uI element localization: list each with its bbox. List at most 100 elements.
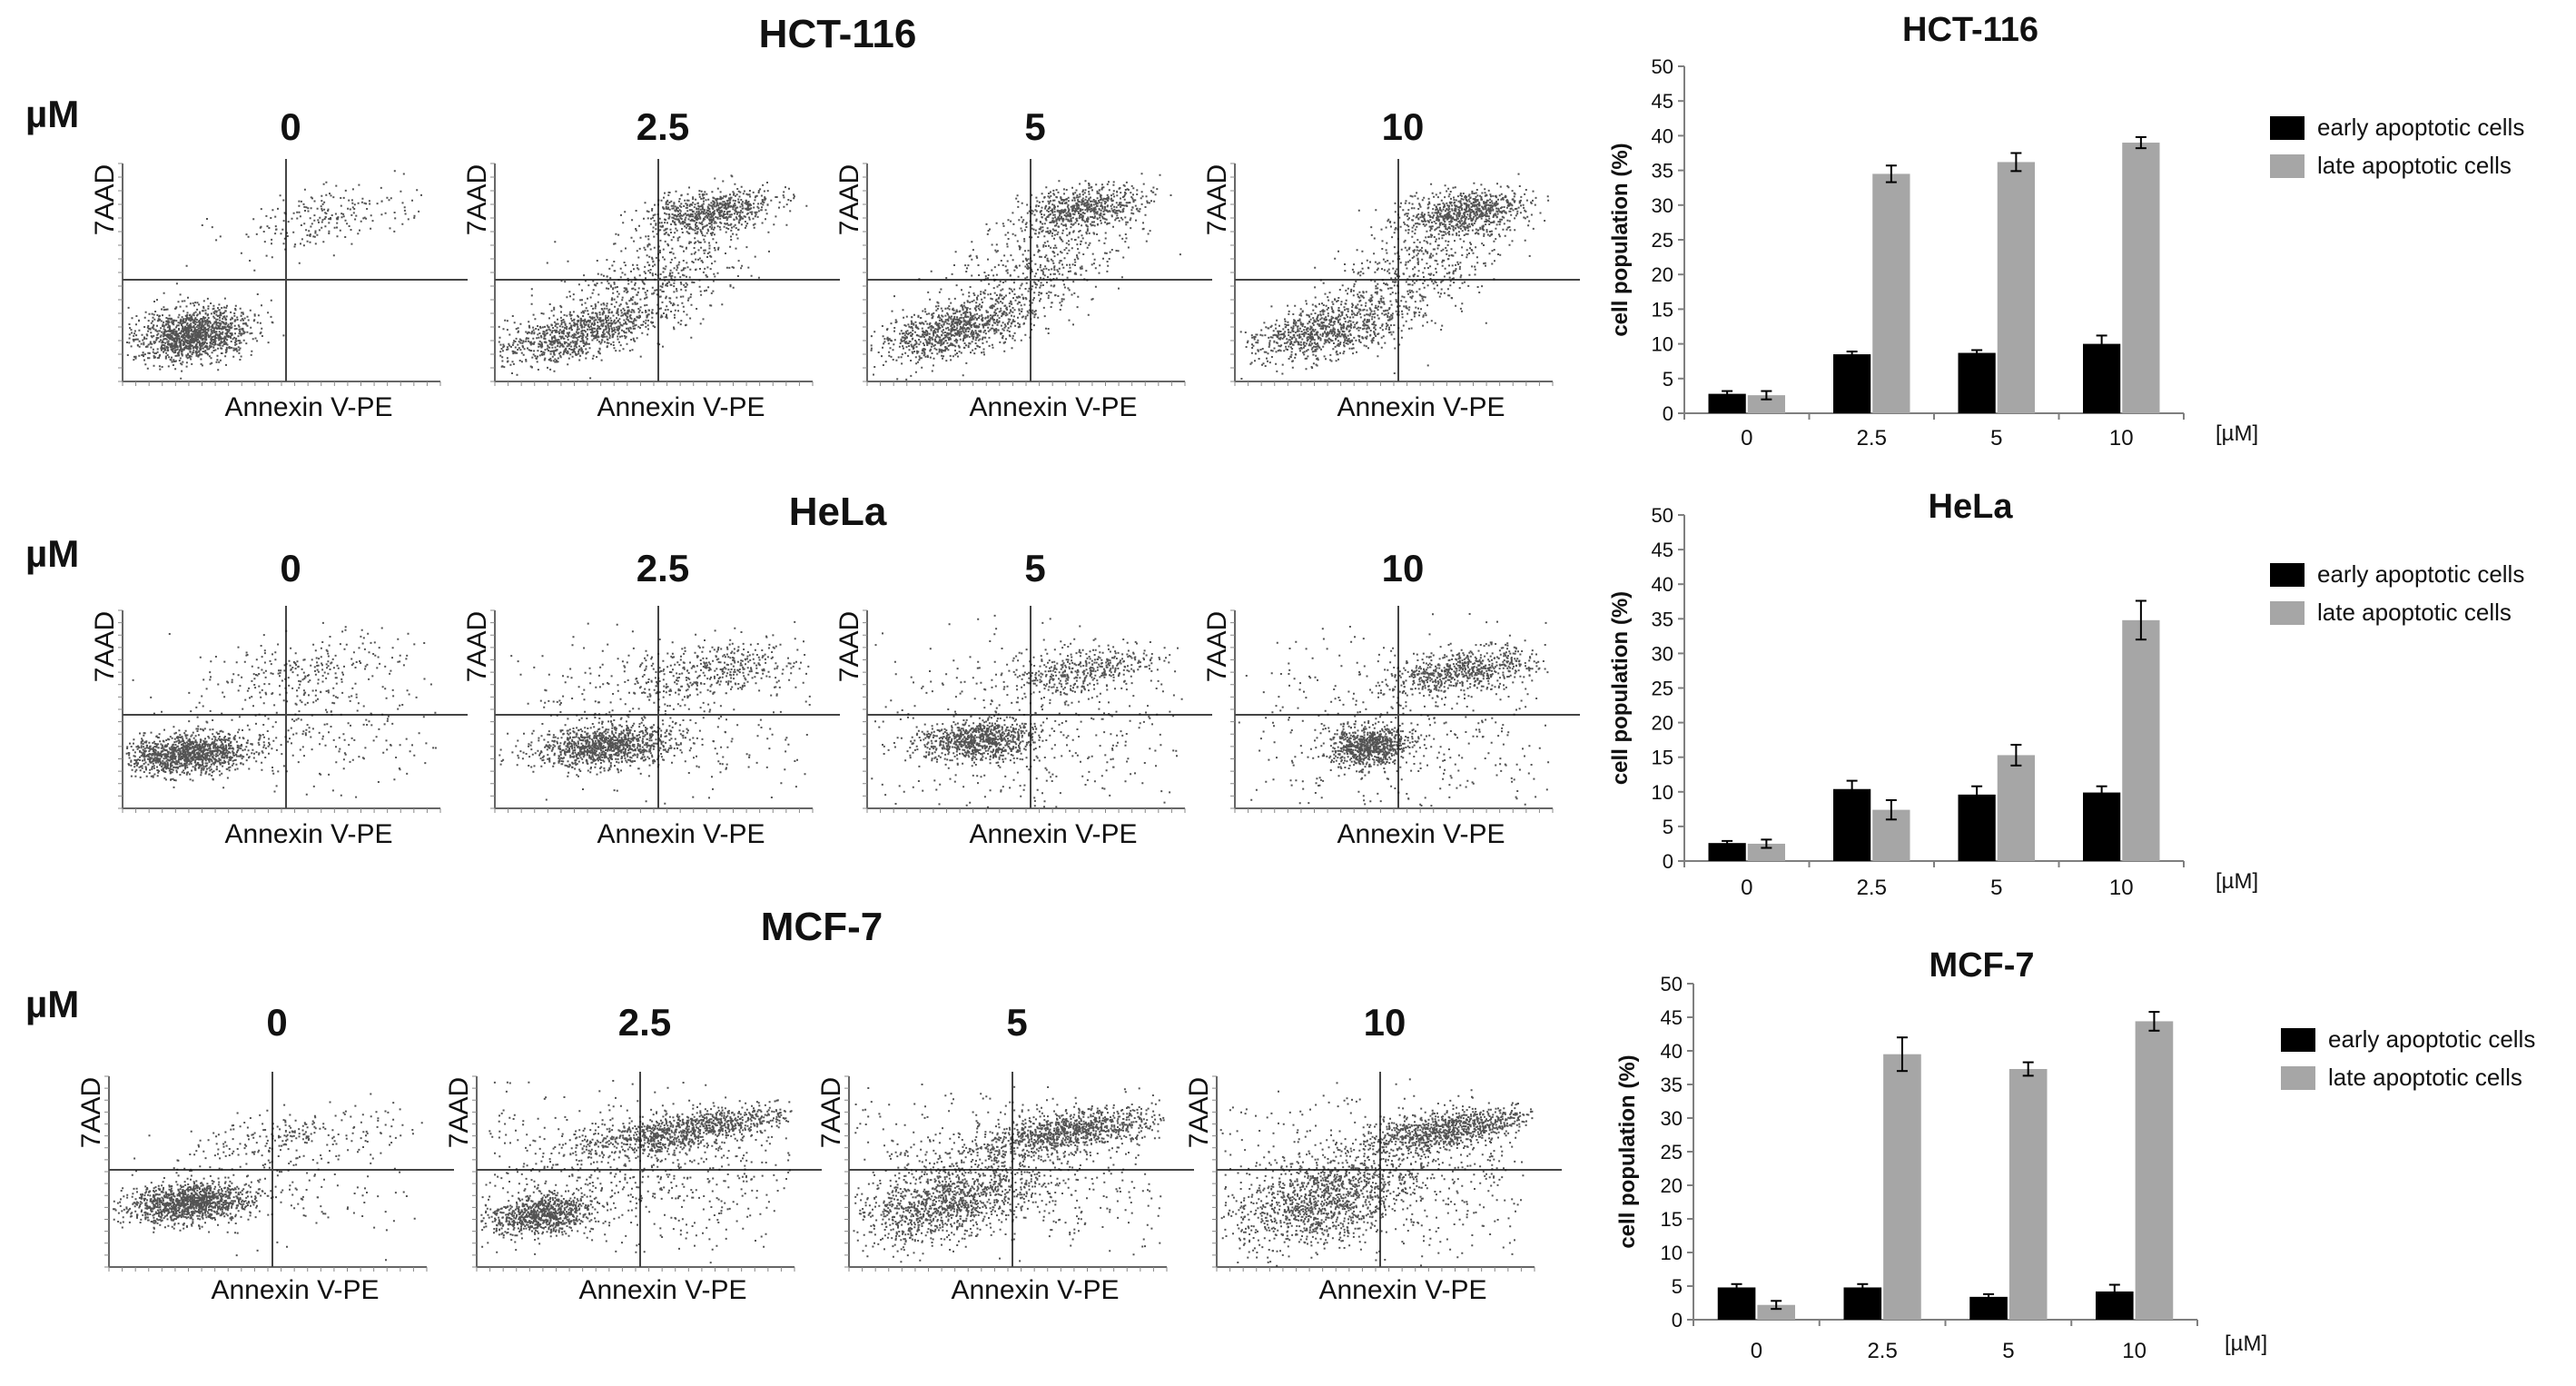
legend-label: late apoptotic cells — [2328, 1064, 2522, 1091]
x-axis-label: Annexin V-PE — [224, 819, 392, 849]
bar-early-10 — [2083, 792, 2121, 861]
legend-label: early apoptotic cells — [2328, 1025, 2535, 1053]
cell-events — [853, 1084, 1165, 1263]
x-axis-label: Annexin V-PE — [1318, 1275, 1486, 1305]
cell-events — [1219, 1078, 1534, 1267]
y-tick-label: 50 — [1652, 504, 1673, 527]
y-axis-label: 7AAD — [462, 164, 492, 235]
x-axis-label: Annexin V-PE — [1337, 392, 1505, 422]
concentration-label: 2.5 — [637, 547, 689, 589]
dot-plot-0: 0 Annexin V-PE 7AAD — [90, 547, 468, 849]
bar-chart-title: HCT-116 — [1902, 11, 2038, 49]
bar-late-0 — [1747, 395, 1785, 413]
y-tick-label: 50 — [1652, 55, 1673, 78]
bar-early-0 — [1717, 1287, 1756, 1320]
y-tick-label: 45 — [1652, 539, 1673, 561]
bar-chart-title: HeLa — [1929, 488, 2014, 526]
flow-title: HCT-116 — [759, 12, 917, 56]
concentration-label: 10 — [1364, 1001, 1406, 1044]
x-unit-label: [µM] — [2225, 1332, 2267, 1356]
bar-early-2.5 — [1833, 354, 1871, 413]
x-axis-label: Annexin V-PE — [578, 1275, 746, 1305]
bar-late-2.5 — [1872, 173, 1910, 414]
concentration-label: 10 — [1382, 105, 1425, 148]
legend-swatch-late — [2270, 601, 2305, 625]
dot-plot-0: 0 Annexin V-PE 7AAD — [76, 1001, 454, 1305]
y-tick-label: 40 — [1652, 573, 1673, 596]
legend-label: late apoptotic cells — [2317, 599, 2512, 626]
x-axis-label: Annexin V-PE — [211, 1275, 379, 1305]
dot-plot-5: 5 Annexin V-PE 7AAD — [834, 105, 1212, 422]
y-tick-label: 5 — [1663, 368, 1673, 391]
y-axis-label: 7AAD — [834, 611, 864, 682]
bar-late-0 — [1747, 843, 1785, 861]
y-tick-label: 10 — [1652, 781, 1673, 804]
bar-early-10 — [2083, 343, 2121, 413]
x-unit-label: [µM] — [2216, 421, 2258, 446]
legend-swatch-early — [2270, 563, 2305, 587]
x-tick-label: 10 — [2109, 426, 2134, 450]
y-tick-label: 40 — [1652, 124, 1673, 147]
y-tick-label: 0 — [1663, 402, 1673, 425]
bar-late-0 — [1757, 1304, 1795, 1320]
concentration-label: 2.5 — [618, 1001, 671, 1044]
legend-label: early apoptotic cells — [2317, 114, 2524, 141]
x-axis-label: Annexin V-PE — [224, 392, 392, 422]
cell-events — [871, 614, 1183, 808]
y-tick-label: 45 — [1652, 90, 1673, 113]
bar-late-10 — [2122, 619, 2160, 861]
dot-plot-0: 0 Annexin V-PE 7AAD — [90, 105, 468, 422]
dot-plot-10: 10 Annexin V-PE 7AAD — [1202, 547, 1580, 849]
legend-swatch-early — [2270, 116, 2305, 140]
bar-early-5 — [1958, 794, 1996, 861]
concentration-label: 0 — [280, 547, 301, 589]
bar-chart-title: MCF-7 — [1929, 946, 2034, 985]
y-tick-label: 40 — [1661, 1040, 1683, 1063]
x-unit-label: [µM] — [2216, 869, 2258, 894]
bar-late-2.5 — [1883, 1054, 1921, 1320]
x-axis-label: Annexin V-PE — [951, 1275, 1119, 1305]
dot-plot-2.5: 2.5 Annexin V-PE 7AAD — [444, 1001, 822, 1305]
y-axis-label: 7AAD — [90, 611, 120, 682]
concentration-label: 10 — [1382, 547, 1425, 589]
bar-early-2.5 — [1843, 1287, 1882, 1320]
x-tick-label: 5 — [1990, 876, 2002, 900]
cell-events — [1238, 613, 1550, 807]
y-tick-label: 30 — [1652, 642, 1673, 665]
bar-late-5 — [2008, 1068, 2048, 1320]
y-axis-label: 7AAD — [1202, 611, 1232, 682]
flow-row-hct116: HCT-116 µM 0 Annexin V-PE 7AAD 2.5 Annexin V-P… — [25, 12, 1580, 422]
concentration-label: 0 — [280, 105, 301, 148]
flow-unit-label: µM — [25, 532, 79, 575]
bar-late-10 — [2122, 143, 2160, 414]
legend: early apoptotic cells late apoptotic cell… — [2281, 1025, 2535, 1091]
y-tick-label: 20 — [1661, 1174, 1683, 1197]
legend-label: late apoptotic cells — [2317, 152, 2512, 179]
y-tick-label: 10 — [1661, 1242, 1683, 1264]
dot-plot-10: 10 Annexin V-PE 7AAD — [1184, 1001, 1562, 1305]
flow-unit-label: µM — [25, 93, 79, 135]
cell-events — [498, 174, 808, 380]
x-axis-label: Annexin V-PE — [969, 819, 1137, 849]
bar-early-0 — [1708, 393, 1746, 413]
flow-row-hela: HeLa µM 0 Annexin V-PE 7AAD 2.5 Annexin V-PE 7A… — [25, 490, 1580, 849]
flow-unit-label: µM — [25, 983, 79, 1025]
y-tick-label: 15 — [1652, 747, 1673, 769]
y-axis-label: 7AAD — [462, 611, 492, 682]
cell-events — [125, 621, 437, 798]
x-axis-label: Annexin V-PE — [1337, 819, 1505, 849]
dot-plot-2.5: 2.5 Annexin V-PE 7AAD — [462, 547, 840, 849]
dot-plot-5: 5 Annexin V-PE 7AAD — [816, 1001, 1194, 1305]
x-axis-label: Annexin V-PE — [969, 392, 1137, 422]
x-tick-label: 0 — [1751, 1339, 1762, 1363]
x-axis-label: Annexin V-PE — [597, 819, 765, 849]
bar-early-5 — [1958, 352, 1996, 413]
flow-title: HeLa — [789, 490, 887, 534]
x-tick-label: 2.5 — [1857, 876, 1887, 900]
bar-early-0 — [1708, 843, 1746, 861]
bar-late-5 — [1997, 162, 2035, 413]
y-tick-label: 10 — [1652, 333, 1673, 356]
y-axis-label: 7AAD — [834, 164, 864, 235]
y-tick-label: 35 — [1661, 1074, 1683, 1096]
bar-late-10 — [2135, 1021, 2174, 1320]
